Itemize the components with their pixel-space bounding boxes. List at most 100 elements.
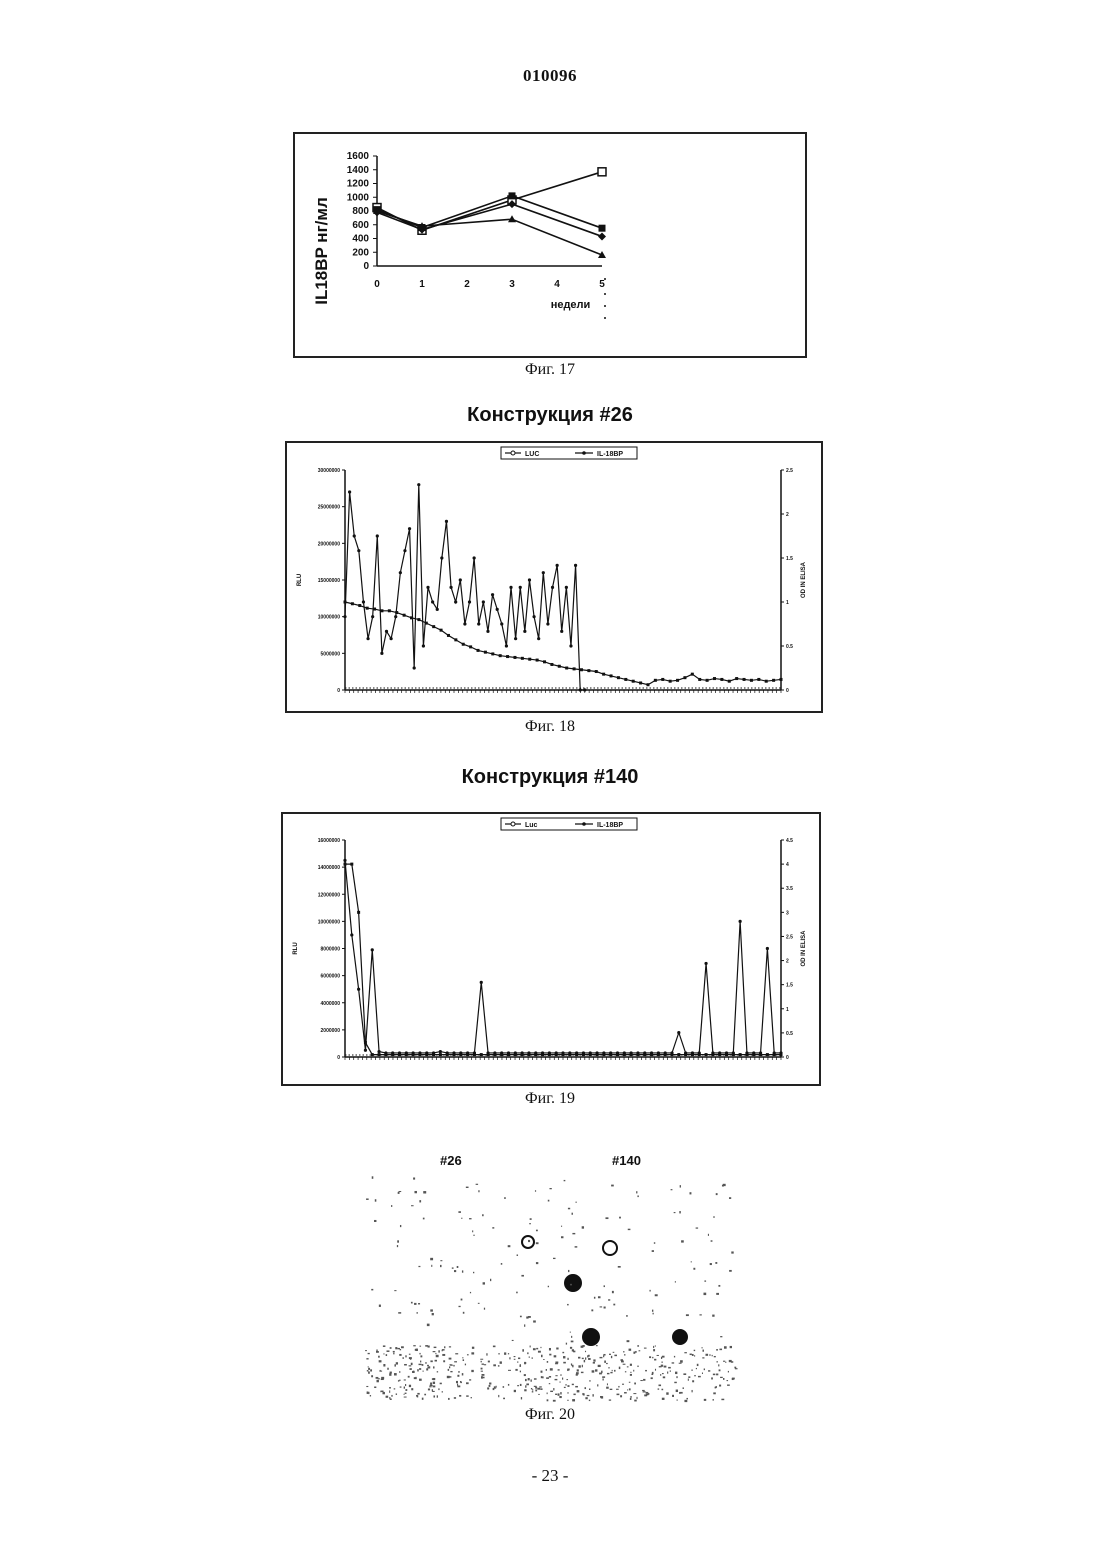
data-point: [598, 232, 606, 240]
scan-speck: [365, 1350, 367, 1351]
scan-speck: [635, 1351, 636, 1353]
data-point: [373, 608, 376, 611]
data-point: [403, 549, 406, 552]
scan-speck: [399, 1354, 401, 1356]
scan-speck: [572, 1233, 575, 1234]
left-tick-label: 8000000: [321, 947, 341, 953]
data-point: [639, 681, 642, 684]
scan-speck: [391, 1205, 392, 1207]
legend-label-1: IL-18BP: [597, 822, 623, 829]
data-point: [583, 688, 586, 691]
scan-speck: [448, 1369, 449, 1371]
scan-speck: [368, 1368, 370, 1370]
figure-18-chart: LUCIL-18BP050000001000000015000000200000…: [285, 441, 823, 713]
data-point: [546, 622, 549, 625]
data-point: [543, 660, 546, 663]
scan-speck: [680, 1360, 683, 1362]
scan-speck: [496, 1386, 497, 1388]
scan-speck: [389, 1373, 391, 1375]
scan-speck: [689, 1192, 691, 1194]
data-point: [632, 680, 635, 683]
scan-speck: [528, 1240, 530, 1242]
scan-speck: [520, 1364, 521, 1366]
data-point: [482, 600, 485, 603]
scan-speck: [415, 1349, 416, 1351]
scan-speck: [374, 1220, 376, 1222]
blot-spot: [673, 1330, 687, 1344]
scan-speck: [409, 1357, 412, 1359]
scan-speck: [555, 1361, 558, 1363]
scan-speck: [713, 1392, 716, 1394]
scan-speck: [729, 1197, 731, 1199]
scan-speck: [547, 1361, 548, 1363]
scan-speck: [460, 1381, 462, 1383]
data-point: [766, 947, 769, 950]
scan-speck: [368, 1366, 369, 1367]
scan-speck: [582, 1226, 584, 1228]
scan-speck: [462, 1357, 463, 1358]
data-point: [468, 600, 471, 603]
scan-speck: [712, 1315, 714, 1317]
scan-speck: [646, 1392, 649, 1394]
data-point: [454, 638, 457, 641]
scan-speck: [400, 1225, 401, 1227]
scan-speck: [731, 1361, 733, 1363]
data-point: [500, 622, 503, 625]
scan-speck: [559, 1396, 561, 1398]
scan-speck: [397, 1245, 398, 1247]
scan-speck: [419, 1368, 421, 1370]
scan-speck: [613, 1352, 615, 1353]
data-point: [646, 683, 649, 686]
y-tick-label: 600: [352, 220, 369, 231]
scan-speck: [547, 1399, 549, 1401]
scan-speck: [383, 1364, 385, 1366]
scan-speck: [524, 1374, 526, 1376]
scan-speck: [524, 1324, 525, 1326]
scan-speck: [653, 1346, 654, 1348]
data-point: [569, 644, 572, 647]
y-tick-label: 1000: [347, 192, 370, 203]
scan-speck: [382, 1392, 384, 1394]
scan-speck: [415, 1377, 416, 1379]
scan-speck: [399, 1371, 400, 1373]
scan-speck: [605, 1217, 608, 1219]
scan-speck: [461, 1218, 462, 1219]
scan-speck: [653, 1349, 655, 1351]
scan-speck: [562, 1378, 563, 1380]
scan-speck: [522, 1349, 524, 1351]
scan-speck: [576, 1202, 577, 1203]
data-point: [528, 658, 531, 661]
scan-speck: [489, 1385, 491, 1387]
scan-speck: [386, 1396, 389, 1398]
scan-speck: [617, 1394, 620, 1396]
figure-17-svg: 02004006008001000120014001600012345недел…: [295, 134, 805, 356]
scan-speck: [719, 1349, 722, 1351]
scan-speck: [420, 1361, 421, 1363]
scan-speck: [411, 1388, 413, 1390]
scan-speck: [458, 1371, 459, 1373]
scan-speck: [433, 1351, 436, 1352]
data-point: [580, 668, 583, 671]
scan-speck: [471, 1370, 473, 1372]
scan-speck: [585, 1351, 586, 1352]
scan-speck: [627, 1389, 628, 1390]
blot-label-140: #140: [612, 1153, 641, 1168]
data-point: [509, 192, 516, 199]
scan-speck: [405, 1384, 406, 1386]
scan-speck: [623, 1351, 624, 1352]
scan-speck: [411, 1363, 413, 1365]
scan-speck: [683, 1387, 684, 1389]
data-point: [353, 534, 356, 537]
scan-speck: [536, 1230, 538, 1232]
scan-speck: [550, 1391, 553, 1392]
scan-speck: [696, 1368, 697, 1369]
data-point: [484, 651, 487, 654]
scan-speck: [409, 1365, 412, 1366]
scan-speck: [473, 1272, 474, 1273]
x-category-strip: [345, 695, 781, 701]
scan-speck: [368, 1371, 370, 1373]
scan-speck: [654, 1242, 655, 1243]
scan-speck: [716, 1293, 719, 1295]
data-point: [432, 625, 435, 628]
scan-speck: [670, 1370, 671, 1371]
